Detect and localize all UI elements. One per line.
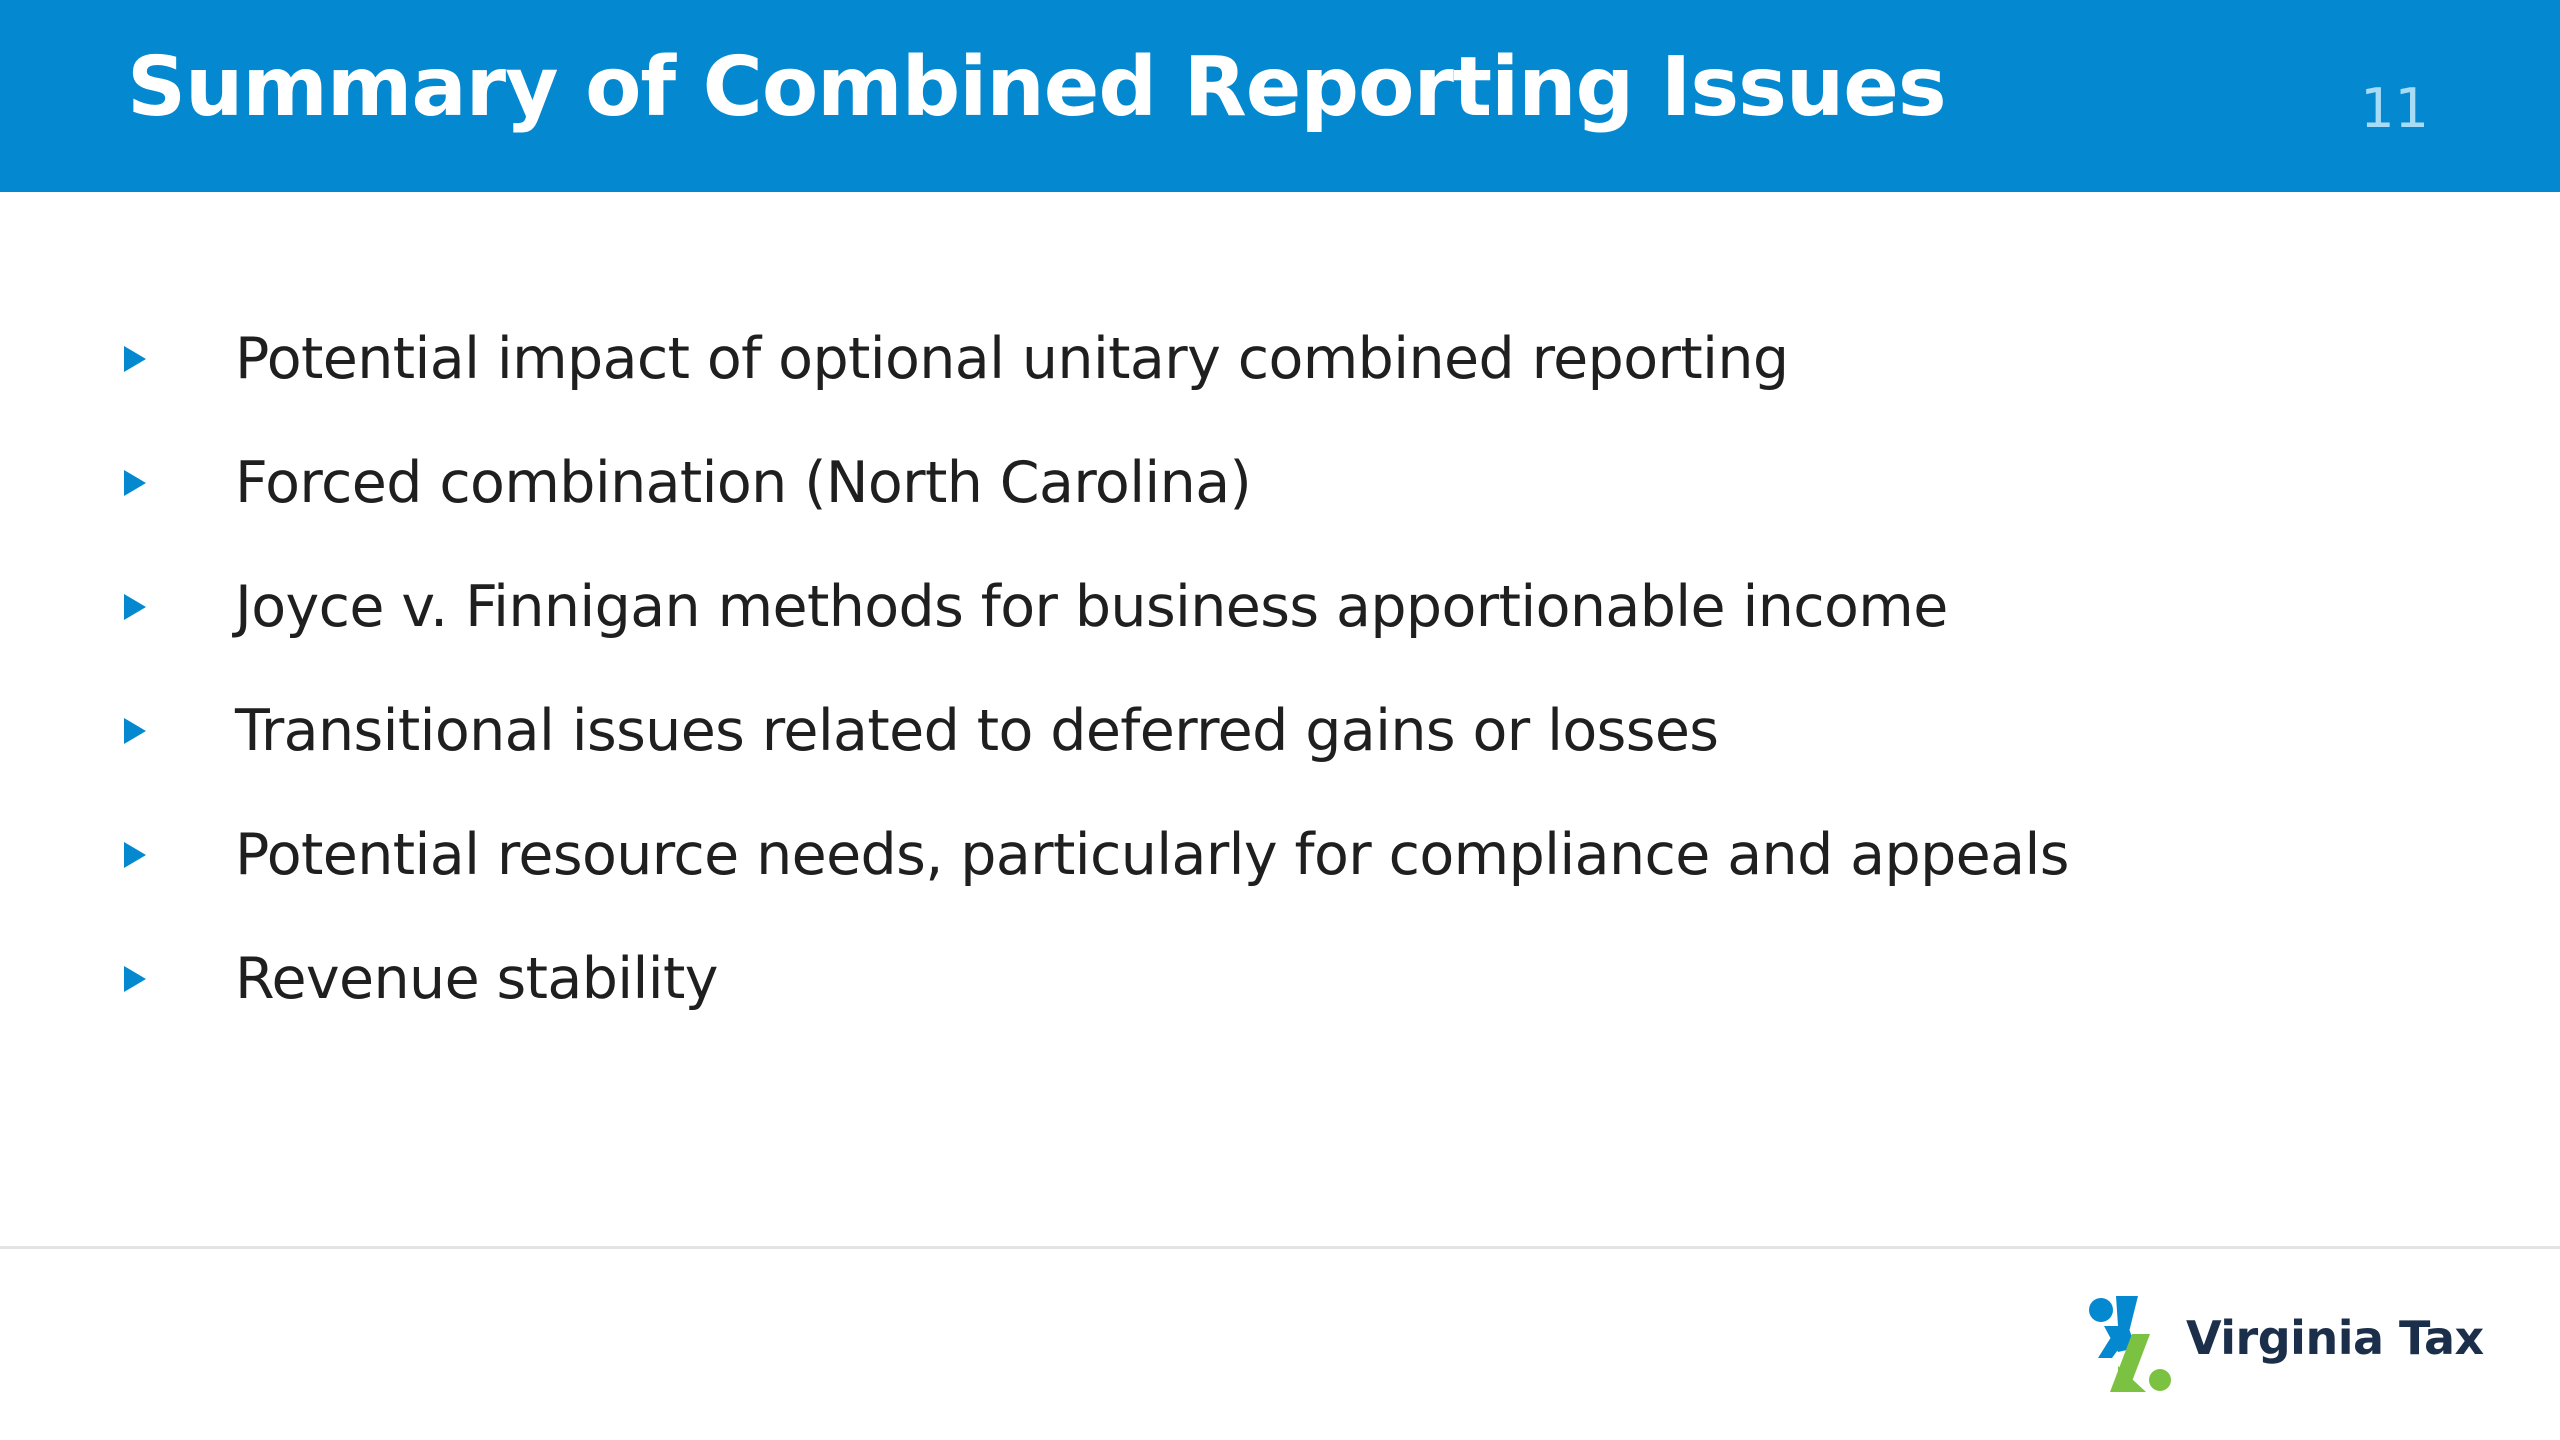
bullet-triangle-icon [124, 966, 146, 992]
bullet-triangle-icon [124, 346, 146, 372]
bullet-text: Forced combination (North Carolina) [235, 450, 1252, 516]
logo-text: Virginia Tax [2186, 1311, 2484, 1365]
footer-divider [0, 1246, 2560, 1249]
bullet-text: Potential impact of optional unitary com… [235, 326, 1789, 392]
bullet-text: Revenue stability [235, 946, 719, 1012]
bullet-triangle-icon [124, 594, 146, 620]
bullet-text: Joyce v. Finnigan methods for business a… [235, 574, 1948, 640]
bullet-text: Potential resource needs, particularly f… [235, 822, 2069, 888]
slide-title: Summary of Combined Reporting Issues [127, 40, 1947, 135]
bullet-triangle-icon [124, 718, 146, 744]
bullet-triangle-icon [124, 470, 146, 496]
slide-header: Summary of Combined Reporting Issues 11 [0, 0, 2560, 192]
slide-number: 11 [2360, 77, 2429, 140]
virginia-tax-percent-icon [2089, 1296, 2171, 1392]
bullet-text: Transitional issues related to deferred … [235, 698, 1719, 764]
bullet-triangle-icon [124, 842, 146, 868]
virginia-tax-logo: Virginia Tax [2088, 1296, 2484, 1392]
